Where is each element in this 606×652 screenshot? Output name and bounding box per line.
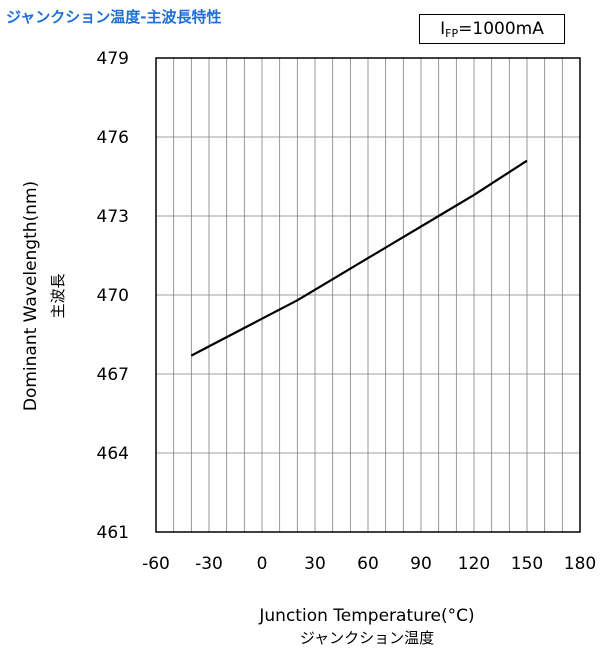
x-tick-label: 150: [511, 554, 543, 574]
series-line: [190, 159, 528, 357]
series-layer: [190, 159, 528, 357]
y-tick-label: 467: [97, 365, 129, 385]
x-tick-label: 30: [304, 554, 326, 574]
tick-labels: -60 -30 0 30 60 90 120 150 180 461 464 467 470 473 476…: [97, 49, 597, 574]
x-tick-label: 90: [410, 554, 432, 574]
condition-main: I: [440, 19, 446, 39]
y-axis-title: Dominant Wavelength(nm): [21, 181, 41, 411]
y-tick-label: 479: [97, 49, 129, 69]
condition-box: IFP=1000mA: [419, 14, 565, 44]
y-tick-label: 473: [97, 207, 129, 227]
y-tick-label: 464: [97, 444, 129, 464]
x-axis-subtitle: ジャンクション温度: [300, 629, 434, 647]
x-tick-label: 0: [257, 554, 268, 574]
chart-title: ジャンクション温度-主波長特性: [6, 8, 222, 26]
y-tick-label: 476: [97, 128, 129, 148]
y-axis-subtitle: 主波長: [49, 273, 67, 318]
x-tick-label: -60: [142, 554, 170, 574]
x-axis-title: Junction Temperature(°C): [258, 606, 474, 626]
x-tick-label: -30: [195, 554, 223, 574]
x-tick-label: 180: [564, 554, 596, 574]
condition-value: =1000mA: [458, 19, 544, 39]
plot-frame: [155, 57, 581, 533]
y-tick-label: 470: [97, 286, 129, 306]
condition-subscript: FP: [445, 27, 459, 40]
x-tick-label: 60: [357, 554, 379, 574]
y-tick-label: 461: [97, 523, 129, 543]
grid: [156, 58, 580, 532]
x-tick-label: 120: [458, 554, 490, 574]
